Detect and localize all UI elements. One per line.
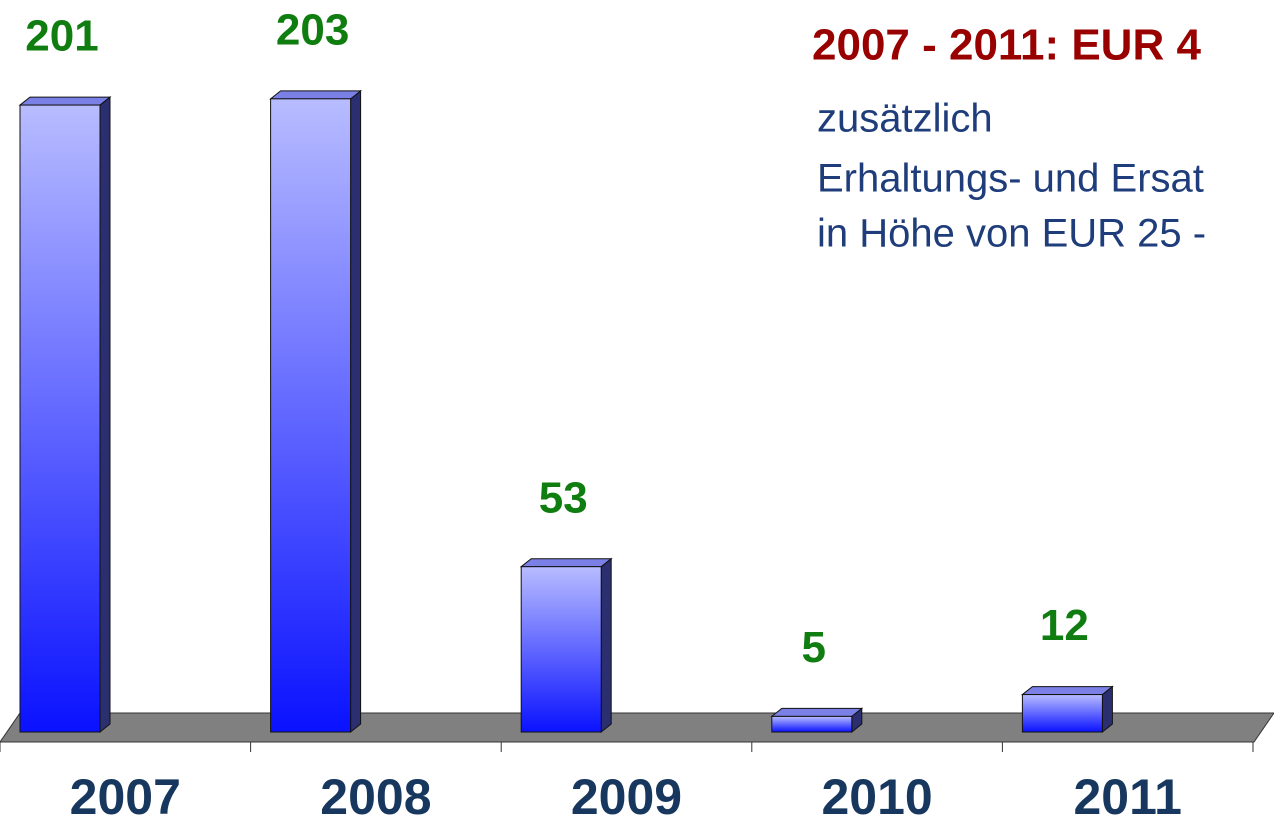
bar-top xyxy=(18,96,112,106)
x-tick-label: 2010 xyxy=(821,769,932,825)
data-label: 203 xyxy=(276,5,349,54)
data-label: 53 xyxy=(539,473,588,522)
annotation: Erhaltungs- und Ersat xyxy=(817,157,1204,201)
data-label: 12 xyxy=(1040,601,1089,650)
bar xyxy=(771,715,853,733)
bar xyxy=(1021,694,1103,733)
x-tick-label: 2011 xyxy=(1073,769,1181,825)
bar xyxy=(19,104,101,733)
bar-top xyxy=(770,707,864,717)
bar xyxy=(520,566,602,733)
bar xyxy=(270,98,352,733)
bar-top xyxy=(1020,686,1114,696)
data-label: 5 xyxy=(802,623,826,672)
bar-side xyxy=(350,89,362,734)
x-tick-label: 2009 xyxy=(571,769,682,825)
annotation: in Höhe von EUR 25 - xyxy=(817,212,1206,256)
x-tick-label: 2007 xyxy=(70,769,181,825)
chart-title: 2007 - 2011: EUR 4 xyxy=(812,21,1201,70)
data-label: 201 xyxy=(25,12,98,61)
bar-top xyxy=(269,90,363,100)
annotation: zusätzlich xyxy=(817,97,993,141)
x-tick-label: 2008 xyxy=(320,769,431,825)
bar-side xyxy=(99,96,111,734)
bar-side xyxy=(600,557,612,734)
bar-top xyxy=(519,558,613,568)
